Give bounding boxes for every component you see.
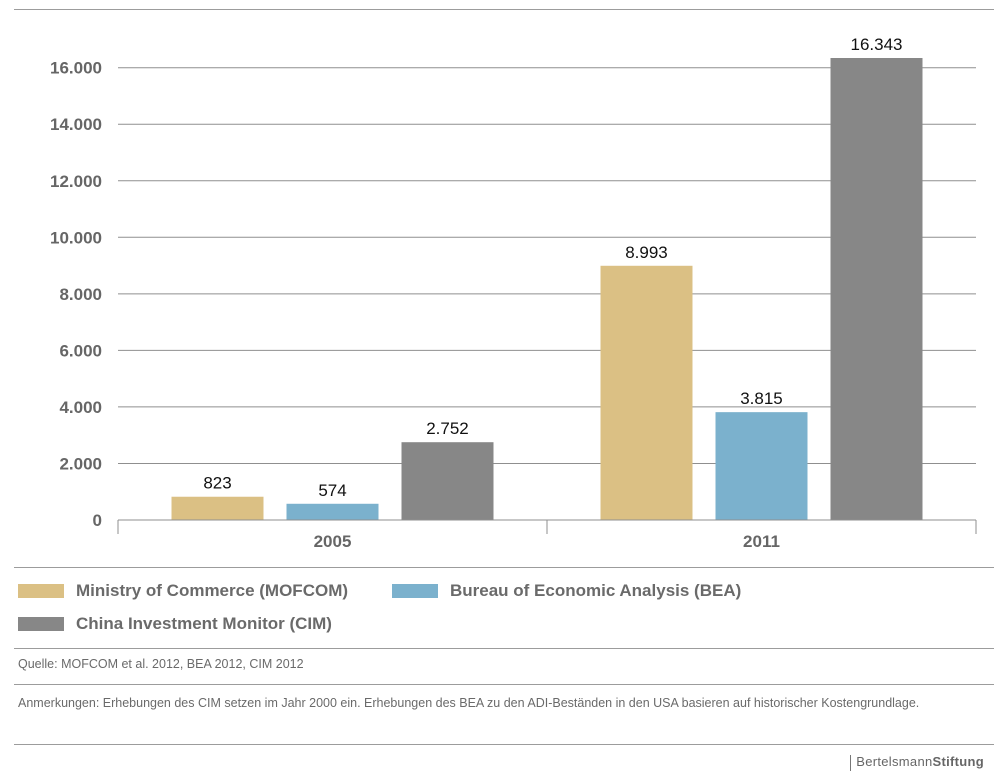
data-label: 3.815	[740, 389, 783, 408]
brand-name-bold: Stiftung	[932, 754, 984, 769]
data-label: 16.343	[851, 35, 903, 54]
top-rule	[14, 9, 994, 10]
bottom-rule	[14, 744, 994, 745]
legend-swatch-bea	[392, 584, 438, 598]
x-axis: 2005 2011	[117, 519, 977, 551]
x-tick-label: 2011	[743, 532, 780, 551]
legend-item-mofcom: Ministry of Commerce (MOFCOM)	[18, 581, 348, 601]
legend-label-mofcom: Ministry of Commerce (MOFCOM)	[76, 581, 349, 600]
bar	[600, 265, 693, 520]
brand-divider	[850, 754, 852, 771]
legend-swatch-mofcom	[18, 584, 64, 598]
y-tick-label: 4.000	[59, 398, 102, 417]
source-top-rule	[14, 648, 994, 649]
y-tick-label: 16.000	[50, 59, 102, 78]
legend-label-cim: China Investment Monitor (CIM)	[76, 614, 332, 633]
brand-name: Bertelsmann	[856, 754, 933, 769]
legend-swatch-cim	[18, 617, 64, 631]
data-label: 2.752	[426, 419, 469, 438]
bar	[171, 496, 264, 520]
brand-logo: BertelsmannStiftung	[850, 754, 984, 771]
bar	[286, 503, 379, 520]
y-tick-labels: 0 2.000 4.000 6.000 8.000 10.000 12.000 14.000 1…	[50, 59, 102, 530]
legend-label-bea: Bureau of Economic Analysis (BEA)	[450, 581, 742, 600]
legend-item-cim: China Investment Monitor (CIM)	[18, 614, 332, 634]
y-tick-label: 2.000	[59, 454, 102, 473]
y-tick-label: 14.000	[50, 115, 102, 134]
notes-top-rule	[14, 684, 994, 685]
data-labels: 823 574 2.752 8.993 3.815 16.343	[203, 35, 902, 500]
data-label: 574	[318, 481, 346, 500]
data-label: 823	[203, 474, 231, 493]
source-note: Quelle: MOFCOM et al. 2012, BEA 2012, CI…	[18, 657, 304, 671]
bar	[401, 442, 494, 520]
y-tick-label: 10.000	[50, 228, 102, 247]
bars	[171, 58, 923, 520]
bar-chart: 0 2.000 4.000 6.000 8.000 10.000 12.000 14.000 1…	[50, 35, 977, 551]
bar	[830, 58, 923, 520]
data-label: 8.993	[625, 243, 668, 262]
y-tick-label: 0	[93, 511, 102, 530]
legend-top-rule	[14, 567, 994, 568]
y-tick-label: 6.000	[59, 341, 102, 360]
x-tick-label: 2005	[314, 532, 352, 551]
bar	[715, 412, 808, 520]
y-tick-label: 12.000	[50, 172, 102, 191]
legend-item-bea: Bureau of Economic Analysis (BEA)	[392, 581, 741, 601]
y-tick-label: 8.000	[59, 285, 102, 304]
remarks-note: Anmerkungen: Erhebungen des CIM setzen i…	[18, 696, 920, 710]
